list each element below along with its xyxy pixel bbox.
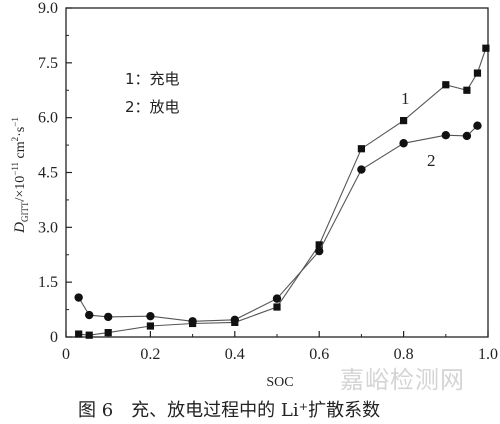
series-1-point bbox=[400, 116, 408, 125]
series-1-point bbox=[104, 329, 112, 337]
series-1-point bbox=[357, 145, 365, 153]
series-label-2: 2 bbox=[427, 151, 436, 170]
series-2-point bbox=[272, 294, 282, 303]
y-tick-label: 9.0 bbox=[38, 0, 58, 17]
axis-ticks: 0 0.2 0.4 0.6 0.8 1.0 0 1.5 3.0 4.5 6.0 7.5 9.0 bbox=[38, 0, 498, 363]
plot-frame bbox=[65, 7, 489, 338]
x-tick-label: 0.6 bbox=[309, 346, 329, 363]
x-tick-label: 0.8 bbox=[394, 346, 414, 363]
x-tick-label: 1.0 bbox=[478, 346, 498, 363]
series-label-1: 1 bbox=[401, 89, 410, 108]
series-2-point bbox=[85, 310, 94, 320]
series-1-point bbox=[85, 331, 93, 339]
x-axis-label: SOC bbox=[266, 375, 293, 390]
series-1-point bbox=[463, 86, 471, 94]
series-2-point bbox=[146, 311, 155, 321]
legend-entry: 1：充电 bbox=[125, 70, 180, 88]
x-tick-label: 0 bbox=[62, 346, 70, 363]
series-1-point bbox=[75, 330, 83, 338]
y-tick-label: 3.0 bbox=[38, 219, 58, 236]
y-tick-label: 1.5 bbox=[38, 274, 58, 291]
series-2-point bbox=[399, 139, 408, 148]
series-2-point bbox=[357, 165, 366, 174]
watermark-text: 嘉峪检测网 bbox=[340, 366, 465, 394]
legend: 1：充电 2：放电 bbox=[125, 70, 180, 116]
series-1-point bbox=[273, 303, 281, 311]
series-2-point bbox=[315, 246, 324, 256]
series-2-point bbox=[230, 315, 239, 325]
y-tick-label: 4.5 bbox=[38, 165, 58, 182]
series-2-point bbox=[462, 131, 472, 141]
y-tick-label: 6.0 bbox=[38, 110, 58, 127]
series-2-point bbox=[441, 131, 450, 140]
series-1-point bbox=[146, 322, 154, 330]
x-tick-label: 0.2 bbox=[140, 346, 160, 363]
series-2-point bbox=[104, 312, 113, 322]
data-series bbox=[74, 44, 490, 339]
series-1-point bbox=[315, 241, 323, 249]
series-1-point bbox=[482, 44, 490, 52]
y-tick-label: 7.5 bbox=[38, 55, 58, 72]
y-axis-label: DGITT/×10−11 cm2·s−1 bbox=[10, 117, 30, 234]
x-tick-label: 0.4 bbox=[225, 346, 245, 363]
series-1-point bbox=[473, 69, 482, 77]
series-2-point bbox=[74, 293, 83, 302]
diffusion-coefficient-chart: 0 0.2 0.4 0.6 0.8 1.001.53.04.56.07.59.0 SOC … bbox=[10, 0, 498, 390]
series-2-line bbox=[78, 125, 478, 322]
plot-axes bbox=[65, 7, 489, 338]
legend-entry: 2：放电 bbox=[125, 98, 180, 116]
series-1-point bbox=[442, 81, 450, 89]
figure-caption: 图 6 充、放电过程中的 Li⁺扩散系数 bbox=[78, 400, 381, 421]
series-2-point bbox=[188, 317, 197, 326]
y-tick-label: 0 bbox=[50, 329, 58, 346]
series-labels: 12 bbox=[401, 89, 436, 170]
series-2-point bbox=[473, 121, 482, 130]
